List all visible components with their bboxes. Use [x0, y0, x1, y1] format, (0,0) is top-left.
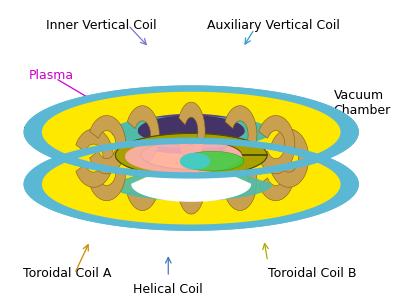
- Text: Helical Coil: Helical Coil: [133, 283, 203, 296]
- Polygon shape: [132, 115, 250, 201]
- Polygon shape: [259, 115, 295, 174]
- Polygon shape: [38, 143, 344, 226]
- Polygon shape: [127, 152, 159, 211]
- Polygon shape: [24, 85, 359, 179]
- Polygon shape: [24, 138, 359, 231]
- Polygon shape: [127, 106, 159, 164]
- Polygon shape: [132, 115, 250, 201]
- Polygon shape: [115, 134, 267, 177]
- Polygon shape: [225, 106, 257, 164]
- Polygon shape: [180, 154, 210, 169]
- Polygon shape: [225, 152, 257, 211]
- Polygon shape: [111, 116, 271, 148]
- Polygon shape: [90, 142, 126, 201]
- Text: Plasma: Plasma: [29, 69, 74, 82]
- Text: Vacuum
Chamber: Vacuum Chamber: [334, 89, 391, 117]
- Text: Auxiliary Vertical Coil: Auxiliary Vertical Coil: [207, 19, 340, 32]
- Polygon shape: [259, 142, 295, 201]
- Polygon shape: [271, 129, 309, 187]
- Text: Toroidal Coil A: Toroidal Coil A: [23, 267, 111, 280]
- Polygon shape: [179, 102, 205, 161]
- Polygon shape: [181, 151, 244, 171]
- Polygon shape: [24, 85, 359, 179]
- Text: Toroidal Coil B: Toroidal Coil B: [268, 267, 356, 280]
- Polygon shape: [24, 138, 359, 231]
- Polygon shape: [138, 115, 244, 146]
- Polygon shape: [132, 114, 250, 144]
- Polygon shape: [111, 116, 271, 200]
- Text: Inner Vertical Coil: Inner Vertical Coil: [46, 19, 157, 32]
- Polygon shape: [38, 91, 344, 226]
- Polygon shape: [129, 138, 254, 175]
- Polygon shape: [125, 140, 242, 173]
- Polygon shape: [76, 129, 114, 187]
- Polygon shape: [38, 91, 344, 173]
- Text: Port: Port: [23, 126, 48, 138]
- Polygon shape: [90, 115, 126, 174]
- Polygon shape: [179, 156, 205, 214]
